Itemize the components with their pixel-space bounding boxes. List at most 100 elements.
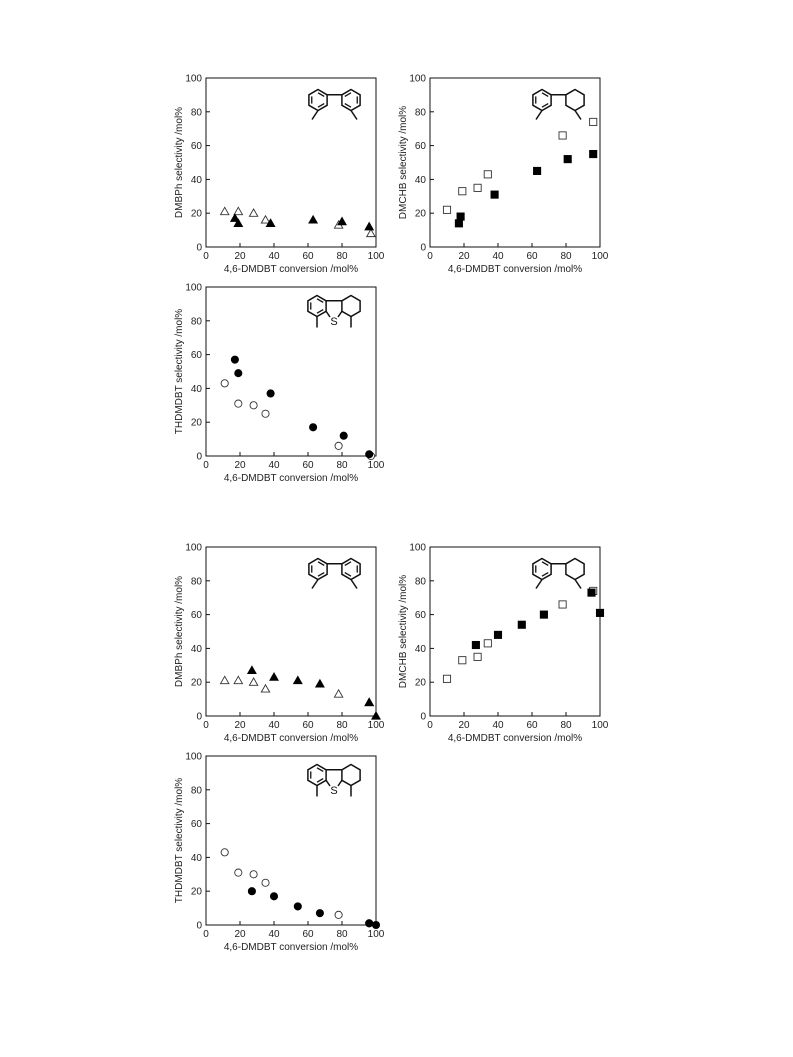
data-point-square-open [483,170,492,179]
methyl-group [574,110,582,120]
y-tick-label: 80 [191,576,203,587]
ring-bond [337,779,343,787]
y-tick-label: 40 [415,175,427,186]
y-tick-label: 40 [191,644,203,655]
y-tick-label: 0 [420,712,426,723]
data-point-triangle-filled [308,214,319,224]
data-point-square-open [442,674,452,683]
x-tick-label: 0 [203,720,209,731]
x-tick-label: 0 [203,251,209,262]
data-point-square-filled [563,155,572,164]
data-point-square-filled [517,620,526,629]
y-tick-label: 100 [409,74,426,85]
data-point-triangle-filled [292,675,303,685]
data-point-square-filled [539,610,548,619]
x-tick-label: 80 [336,929,348,940]
x-tick-label: 100 [368,929,385,940]
y-tick-label: 80 [415,576,427,587]
data-point-square-filled [456,212,465,221]
double-bond [344,103,352,108]
double-bond [541,103,549,108]
methyl-group [311,110,319,120]
x-tick-label: 20 [458,720,470,731]
data-point-triangle-open [260,683,271,693]
data-point-square-open [458,656,467,665]
x-tick-label: 0 [427,720,433,731]
plot-frame [205,755,377,926]
x-tick-label: 20 [458,251,470,262]
cyclohexene-ring [341,763,361,787]
structure-thdmdbt: S [307,294,361,328]
x-tick-label: 80 [336,460,348,471]
x-tick-label: 60 [302,720,314,731]
data-point-triangle-open [248,677,259,686]
double-bond [317,103,325,108]
data-point-triangle-filled [246,665,257,674]
y-tick-label: 0 [196,712,202,723]
methyl-group [574,579,582,589]
double-bond [316,298,324,303]
x-tick-label: 20 [234,460,246,471]
data-point-square-filled [533,166,542,176]
double-bond [344,572,352,577]
double-bond [316,309,324,314]
data-point-square-open [458,187,467,196]
x-tick-label: 60 [526,251,538,262]
x-tick-label: 80 [336,720,348,731]
x-tick-label: 100 [368,720,385,731]
data-point-square-filled [454,219,463,228]
y-tick-label: 40 [191,384,203,395]
structure-thdmdbt: S [307,763,361,797]
double-bond [317,561,325,566]
y-tick-label: 20 [415,678,427,689]
x-tick-label: 40 [268,929,280,940]
x-tick-label: 20 [234,251,246,262]
methyl-group [350,579,358,589]
cyclohexyl-ring [565,88,585,112]
data-point-square-open [483,639,492,648]
x-tick-label: 20 [234,720,246,731]
x-tick-label: 0 [203,929,209,940]
data-point-triangle-filled [371,710,381,720]
data-point-circle-filled [247,887,256,896]
ring-bond [325,779,331,787]
y-tick-label: 40 [191,853,203,864]
methyl-group [311,579,319,589]
methyl-group [535,579,543,589]
methyl-group [350,110,358,120]
y-tick-label: 0 [196,452,202,463]
data-point-triangle-open [365,228,376,238]
x-tick-label: 40 [492,251,504,262]
plot-frame [205,77,377,248]
y-tick-label: 100 [185,74,202,85]
plot-frame [429,77,601,248]
double-bond [317,92,325,97]
data-point-circle-open [334,910,343,919]
x-tick-label: 40 [492,720,504,731]
data-point-triangle-filled [269,672,279,681]
y-axis-label: DMCHB selectivity /mol% [398,575,409,688]
x-tick-label: 100 [368,460,385,471]
chart-panel-1: 0 20 40 60 80 100 0 20 40 60 80 100 4,6-DMDBT conver… [174,74,385,276]
x-tick-label: 60 [302,929,314,940]
data-point-triangle-open [219,675,230,685]
x-tick-label: 100 [368,251,385,262]
x-tick-label: 80 [336,251,348,262]
structure-dmbph [308,88,361,120]
data-point-circle-filled [293,902,302,911]
data-point-circle-filled [339,431,348,440]
data-point-triangle-filled [229,213,240,222]
y-tick-label: 100 [409,543,426,554]
x-axis-label: 4,6-DMDBT conversion /mol% [448,733,582,744]
data-point-triangle-filled [314,678,325,688]
data-point-circle-open [249,401,258,410]
data-point-square-filled [589,149,598,159]
data-point-triangle-filled [265,218,276,227]
structure-dmchb [532,557,585,589]
plot-frame [205,546,377,717]
x-tick-label: 100 [592,720,609,731]
y-tick-label: 40 [415,644,427,655]
cyclohexyl-ring [565,557,585,581]
data-point-circle-filled [371,920,381,930]
data-point-square-open [589,117,598,126]
